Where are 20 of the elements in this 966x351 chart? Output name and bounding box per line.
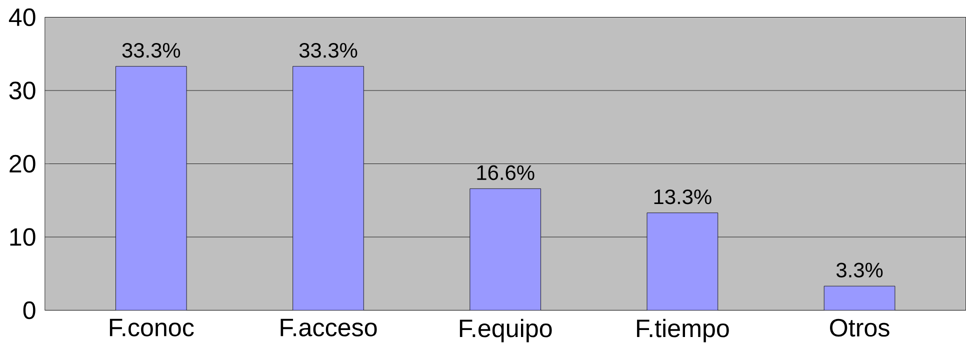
bar	[116, 66, 187, 310]
data-label: 33.3%	[299, 43, 358, 58]
y-tick-label: 40	[8, 8, 36, 26]
y-tick-label: 10	[10, 228, 36, 246]
x-tick-label: F.acceso	[280, 319, 377, 337]
bar	[824, 286, 896, 310]
y-tick-label: 30	[9, 82, 36, 100]
x-tick-label: F.tiempo	[637, 319, 729, 342]
x-tick-label: Otros	[830, 319, 890, 337]
data-label: 16.6%	[477, 165, 534, 180]
bar	[470, 188, 541, 310]
bar	[646, 212, 718, 310]
data-label: 33.3%	[122, 43, 180, 58]
y-tick-label: 20	[10, 155, 36, 173]
x-tick-label: F.equipo	[460, 319, 552, 342]
bar	[292, 66, 364, 310]
data-label: 13.3%	[654, 190, 712, 204]
data-label: 3.3%	[836, 262, 883, 278]
x-tick-label: F.conoc	[110, 319, 194, 337]
y-tick-label: 0	[23, 302, 36, 320]
